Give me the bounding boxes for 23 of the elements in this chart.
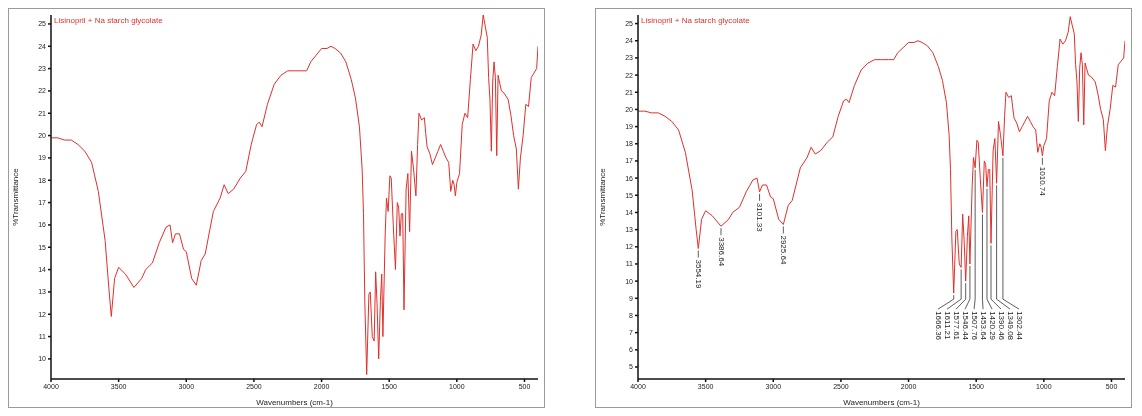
x-axis-title: Wavenumbers (cm-1) xyxy=(843,398,921,407)
chart-title: Lisinopril + Na starch glycolate xyxy=(641,16,751,25)
line-series xyxy=(51,15,538,376)
annotation: 1302.44 xyxy=(1014,311,1024,341)
annotation: 3554.19 xyxy=(694,259,704,289)
chart-title: Lisinopril + Na starch glycolate xyxy=(54,16,164,25)
annotation: 1546.44 xyxy=(960,311,970,341)
line-series xyxy=(638,16,1125,294)
annotation: 1507.76 xyxy=(969,311,979,341)
y-axis-title: %Transmittance xyxy=(10,167,20,226)
annotation: 3101.33 xyxy=(755,202,765,233)
annotation: 1611.21 xyxy=(942,311,952,341)
annotation: 1577.61 xyxy=(951,311,961,341)
annotation: 1453.64 xyxy=(978,311,988,341)
annotation: 3386.64 xyxy=(716,237,726,267)
annotation: 1420.29 xyxy=(987,311,997,341)
annotation: 1349.08 xyxy=(1005,311,1015,341)
annotation: 1390.46 xyxy=(996,311,1006,341)
y-axis-title: %Transmittance xyxy=(597,167,607,226)
annotation: 1666.36 xyxy=(933,311,943,341)
annotation: 2925.64 xyxy=(779,235,789,265)
x-axis-title: Wavenumbers (cm-1) xyxy=(256,398,334,407)
annotation: 1010.74 xyxy=(1038,166,1048,197)
